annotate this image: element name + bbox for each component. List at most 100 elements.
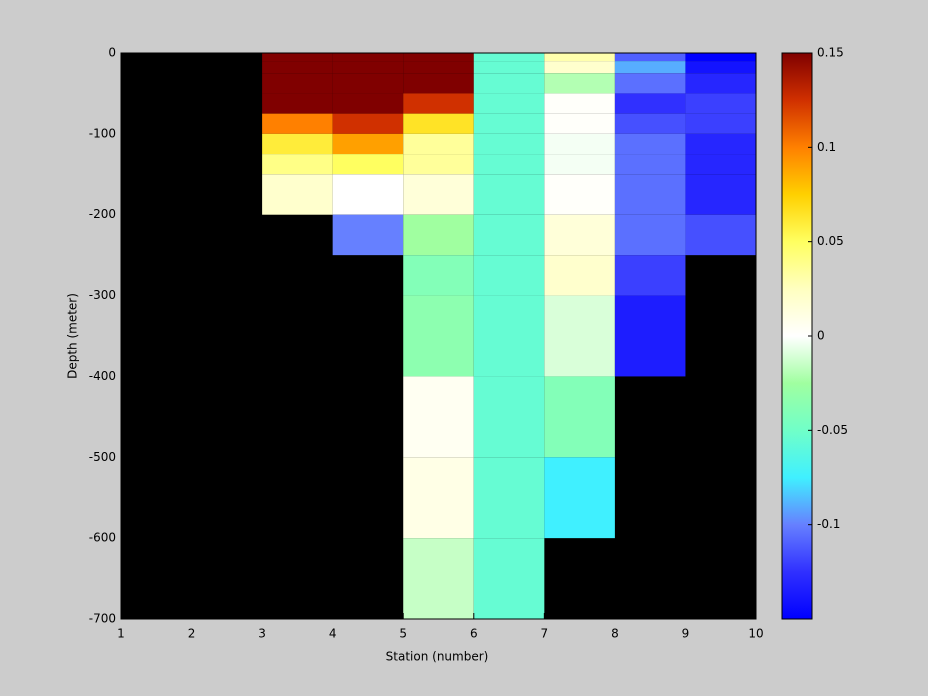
heatmap-cell bbox=[544, 73, 615, 94]
heatmap-cell bbox=[544, 61, 615, 74]
heatmap-cell bbox=[403, 295, 474, 377]
heatmap-cell bbox=[473, 113, 545, 134]
heatmap-cell bbox=[403, 376, 474, 458]
x-tick-label: 10 bbox=[748, 627, 763, 641]
y-tick-label: -700 bbox=[89, 612, 116, 626]
heatmap-cell bbox=[332, 174, 404, 215]
heatmap-cell bbox=[614, 93, 686, 114]
heatmap-cell bbox=[544, 376, 615, 458]
x-tick-label: 1 bbox=[117, 627, 125, 641]
heatmap-cell bbox=[685, 174, 756, 215]
heatmap-cell bbox=[473, 53, 545, 62]
heatmap-cell bbox=[262, 61, 333, 74]
x-tick-label: 5 bbox=[399, 627, 407, 641]
heatmap-cell bbox=[403, 133, 474, 155]
heatmap-cell bbox=[685, 53, 756, 62]
heatmap-cell bbox=[332, 113, 404, 134]
colorbar-tick-label: 0.05 bbox=[817, 234, 844, 248]
heatmap-cell bbox=[473, 255, 545, 296]
heatmap-cell bbox=[614, 255, 686, 296]
x-tick-label: 2 bbox=[188, 627, 196, 641]
heatmap-cell bbox=[685, 61, 756, 74]
heatmap-cell bbox=[262, 93, 333, 114]
y-tick-label: -500 bbox=[89, 450, 116, 464]
heatmap-cell bbox=[614, 295, 686, 377]
heatmap-cell bbox=[473, 457, 545, 539]
heatmap-cell bbox=[403, 113, 474, 134]
heatmap-cell bbox=[403, 538, 474, 619]
heatmap-cell bbox=[262, 154, 333, 175]
heatmap-cell bbox=[332, 214, 404, 256]
x-tick-label: 4 bbox=[329, 627, 337, 641]
colorbar-tick-label: 0.15 bbox=[817, 46, 844, 60]
colorbar bbox=[781, 52, 813, 620]
heatmap-cell bbox=[544, 53, 615, 62]
heatmap-cell bbox=[544, 113, 615, 134]
heatmap-cell bbox=[685, 133, 756, 155]
heatmap-cell bbox=[473, 61, 545, 74]
heatmap-cell bbox=[473, 154, 545, 175]
heatmap-cell bbox=[473, 174, 545, 215]
plot-frame bbox=[120, 52, 757, 620]
heatmap-cell bbox=[262, 113, 333, 134]
heatmap-cell bbox=[685, 93, 756, 114]
y-tick-label: -200 bbox=[89, 207, 116, 221]
heatmap-cell bbox=[614, 73, 686, 94]
heatmap-cell bbox=[403, 73, 474, 94]
heatmap-cell bbox=[614, 214, 686, 256]
heatmap-cell bbox=[332, 154, 404, 175]
heatmap-cell bbox=[614, 61, 686, 74]
heatmap-cell bbox=[403, 53, 474, 62]
heatmap-cell bbox=[473, 133, 545, 155]
heatmap-cell bbox=[403, 214, 474, 256]
x-axis-label: Station (number) bbox=[386, 650, 489, 664]
heatmap-cell bbox=[262, 73, 333, 94]
heatmap-cell bbox=[332, 133, 404, 155]
heatmap-cell bbox=[473, 538, 545, 619]
x-tick-label: 6 bbox=[470, 627, 478, 641]
heatmap-cell bbox=[614, 154, 686, 175]
heatmap-cell bbox=[262, 133, 333, 155]
x-tick-label: 7 bbox=[541, 627, 549, 641]
heatmap-cell bbox=[685, 154, 756, 175]
heatmap-cell bbox=[544, 255, 615, 296]
y-tick-label: -100 bbox=[89, 126, 116, 140]
heatmap-cell bbox=[544, 214, 615, 256]
heatmap-cell bbox=[473, 376, 545, 458]
heatmap-cell bbox=[685, 113, 756, 134]
heatmap-cell bbox=[685, 214, 756, 256]
heatmap-cell bbox=[544, 154, 615, 175]
heatmap-cell bbox=[473, 93, 545, 114]
heatmap-cell bbox=[614, 113, 686, 134]
colorbar-tick-label: 0.1 bbox=[817, 140, 836, 154]
heatmap-cell bbox=[332, 73, 404, 94]
x-tick-label: 8 bbox=[611, 627, 619, 641]
heatmap-cell bbox=[403, 457, 474, 539]
heatmap-cell bbox=[614, 133, 686, 155]
heatmap-cell bbox=[544, 174, 615, 215]
heatmap-cell bbox=[685, 73, 756, 94]
heatmap-cell bbox=[403, 255, 474, 296]
heatmap-cell bbox=[544, 93, 615, 114]
colorbar-tick-label: 0 bbox=[817, 329, 825, 343]
heatmap-cell bbox=[403, 61, 474, 74]
y-tick-label: -400 bbox=[89, 369, 116, 383]
colorbar-tick-label: -0.1 bbox=[817, 517, 840, 531]
x-tick-label: 9 bbox=[682, 627, 690, 641]
heatmap-cell bbox=[332, 53, 404, 62]
heatmap-cell bbox=[403, 93, 474, 114]
heatmap-cell bbox=[544, 133, 615, 155]
y-tick-label: -300 bbox=[89, 288, 116, 302]
heatmap-cell bbox=[614, 174, 686, 215]
y-tick-label: -600 bbox=[89, 531, 116, 545]
heatmap-cell bbox=[544, 295, 615, 377]
colorbar-tick-label: -0.05 bbox=[817, 423, 848, 437]
heatmap-cell bbox=[473, 295, 545, 377]
heatmap-cell bbox=[332, 61, 404, 74]
heatmap-cell bbox=[614, 53, 686, 62]
heatmap-cell bbox=[403, 174, 474, 215]
heatmap-cell bbox=[262, 174, 333, 215]
heatmap-cell bbox=[473, 73, 545, 94]
heatmap-cell bbox=[544, 457, 615, 539]
